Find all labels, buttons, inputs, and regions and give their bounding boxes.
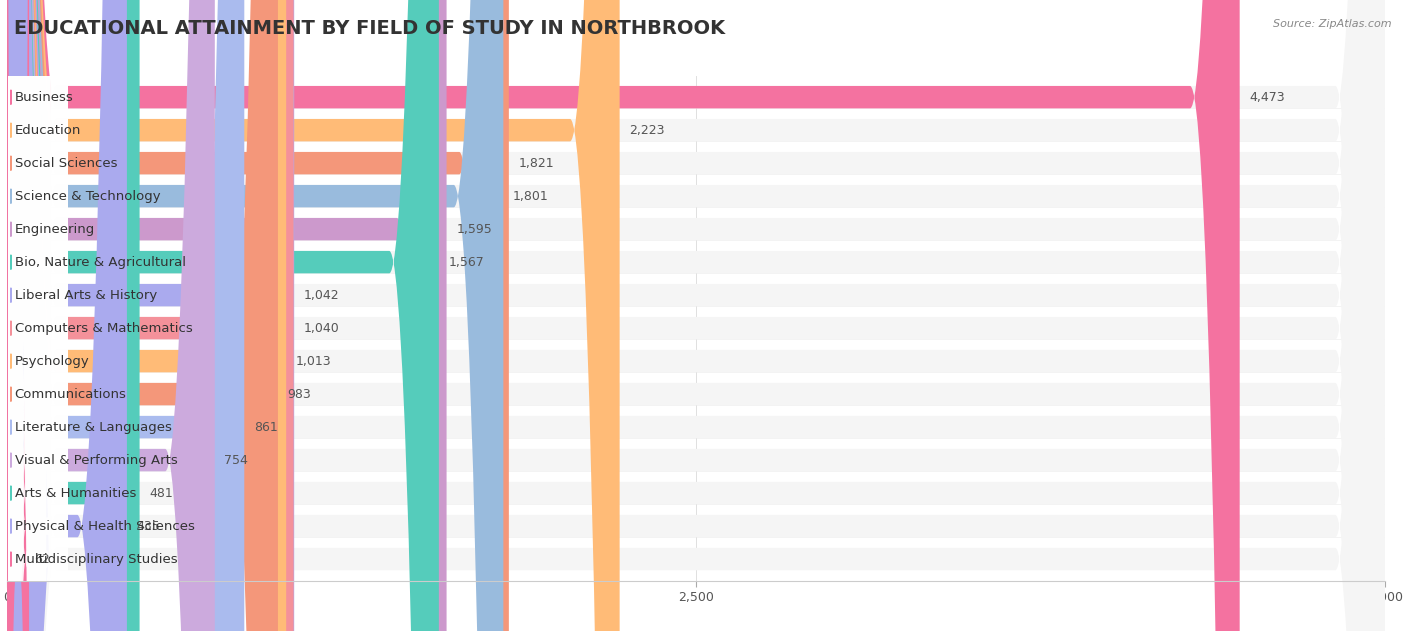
FancyBboxPatch shape (7, 0, 1385, 631)
FancyBboxPatch shape (8, 0, 66, 631)
FancyBboxPatch shape (8, 0, 44, 631)
FancyBboxPatch shape (7, 0, 1385, 631)
FancyBboxPatch shape (7, 0, 139, 631)
Text: 983: 983 (288, 387, 311, 401)
Text: 435: 435 (136, 519, 160, 533)
Text: Liberal Arts & History: Liberal Arts & History (14, 288, 157, 302)
Text: Physical & Health Sciences: Physical & Health Sciences (14, 519, 194, 533)
FancyBboxPatch shape (8, 0, 60, 631)
Text: Social Sciences: Social Sciences (14, 156, 117, 170)
Text: 1,013: 1,013 (295, 355, 332, 368)
FancyBboxPatch shape (7, 0, 1385, 631)
FancyBboxPatch shape (8, 0, 38, 631)
Text: Communications: Communications (14, 387, 127, 401)
Text: 861: 861 (254, 421, 278, 433)
FancyBboxPatch shape (7, 0, 245, 631)
Text: 1,801: 1,801 (513, 190, 548, 203)
FancyBboxPatch shape (7, 0, 294, 631)
FancyBboxPatch shape (7, 0, 278, 631)
FancyBboxPatch shape (8, 0, 32, 631)
FancyBboxPatch shape (7, 0, 1385, 631)
FancyBboxPatch shape (7, 0, 1385, 631)
FancyBboxPatch shape (7, 0, 509, 631)
Text: Visual & Performing Arts: Visual & Performing Arts (14, 454, 177, 466)
FancyBboxPatch shape (7, 0, 1385, 631)
FancyBboxPatch shape (7, 0, 1385, 631)
FancyBboxPatch shape (8, 0, 67, 631)
Text: 754: 754 (225, 454, 249, 466)
Text: Education: Education (14, 124, 82, 137)
Text: 4,473: 4,473 (1250, 91, 1285, 103)
FancyBboxPatch shape (7, 0, 447, 631)
FancyBboxPatch shape (8, 0, 67, 631)
FancyBboxPatch shape (8, 0, 46, 631)
FancyBboxPatch shape (7, 0, 127, 631)
Text: Literature & Languages: Literature & Languages (14, 421, 172, 433)
FancyBboxPatch shape (7, 0, 287, 631)
Text: 1,042: 1,042 (304, 288, 339, 302)
FancyBboxPatch shape (8, 0, 65, 631)
FancyBboxPatch shape (7, 0, 620, 631)
FancyBboxPatch shape (7, 0, 1385, 631)
Text: 1,040: 1,040 (304, 322, 339, 334)
Text: 62: 62 (34, 553, 49, 565)
Text: 1,821: 1,821 (519, 156, 554, 170)
FancyBboxPatch shape (7, 0, 439, 631)
Text: 2,223: 2,223 (630, 124, 665, 137)
Text: Science & Technology: Science & Technology (14, 190, 160, 203)
Text: 1,595: 1,595 (456, 223, 492, 235)
FancyBboxPatch shape (8, 0, 34, 631)
Text: Multidisciplinary Studies: Multidisciplinary Studies (14, 553, 177, 565)
FancyBboxPatch shape (7, 0, 1385, 631)
FancyBboxPatch shape (7, 0, 30, 631)
Text: EDUCATIONAL ATTAINMENT BY FIELD OF STUDY IN NORTHBROOK: EDUCATIONAL ATTAINMENT BY FIELD OF STUDY… (14, 19, 725, 38)
FancyBboxPatch shape (8, 0, 56, 631)
Text: Computers & Mathematics: Computers & Mathematics (14, 322, 193, 334)
FancyBboxPatch shape (7, 0, 1385, 631)
Text: Source: ZipAtlas.com: Source: ZipAtlas.com (1274, 19, 1392, 29)
FancyBboxPatch shape (7, 0, 1385, 631)
FancyBboxPatch shape (8, 0, 37, 631)
FancyBboxPatch shape (8, 0, 62, 631)
Text: Arts & Humanities: Arts & Humanities (14, 487, 136, 500)
FancyBboxPatch shape (7, 0, 503, 631)
FancyBboxPatch shape (7, 0, 215, 631)
Text: Psychology: Psychology (14, 355, 90, 368)
FancyBboxPatch shape (8, 0, 51, 631)
FancyBboxPatch shape (7, 0, 294, 631)
FancyBboxPatch shape (7, 0, 1385, 631)
Text: 481: 481 (149, 487, 173, 500)
Text: Business: Business (14, 91, 73, 103)
FancyBboxPatch shape (7, 0, 1385, 631)
Text: Engineering: Engineering (14, 223, 96, 235)
FancyBboxPatch shape (7, 0, 1240, 631)
Text: Bio, Nature & Agricultural: Bio, Nature & Agricultural (14, 256, 186, 269)
FancyBboxPatch shape (7, 0, 1385, 631)
FancyBboxPatch shape (8, 0, 60, 631)
Text: 1,567: 1,567 (449, 256, 484, 269)
FancyBboxPatch shape (7, 0, 1385, 631)
